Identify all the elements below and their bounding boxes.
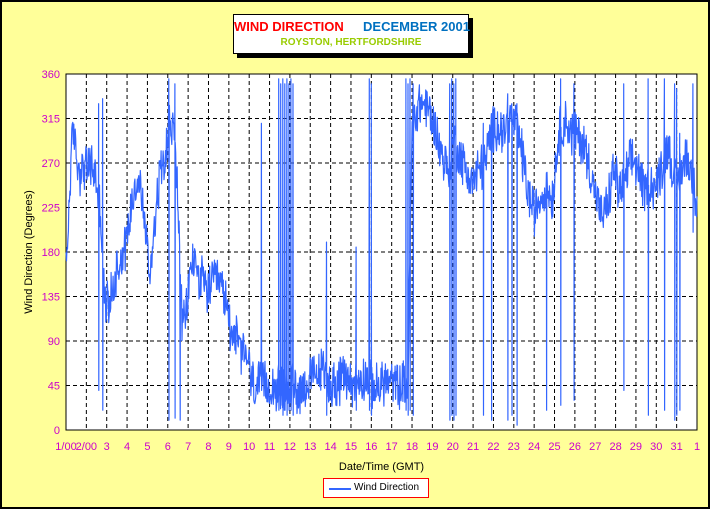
x-tick-label: 18 xyxy=(406,441,418,453)
title-main: WIND DIRECTION xyxy=(234,19,344,34)
x-tick-label: 29 xyxy=(630,441,642,453)
x-tick-label: 24 xyxy=(528,441,540,453)
x-tick-label: 23 xyxy=(508,441,520,453)
x-tick-label: 1 xyxy=(694,441,700,453)
y-tick-label: 315 xyxy=(42,114,60,126)
x-tick-label: 21 xyxy=(467,441,479,453)
x-tick-label: 16 xyxy=(365,441,377,453)
y-axis-label: Wind Direction (Degrees) xyxy=(23,190,35,313)
x-tick-label: 22 xyxy=(487,441,499,453)
x-tick-label: 8 xyxy=(205,441,211,453)
x-tick-label: 13 xyxy=(304,441,316,453)
y-tick-label: 180 xyxy=(42,247,60,259)
x-tick-label: 28 xyxy=(609,441,621,453)
x-tick-label: 1/00 xyxy=(55,441,76,453)
legend-label: Wind Direction xyxy=(354,482,420,493)
x-tick-label: 7 xyxy=(185,441,191,453)
series-wind-direction xyxy=(65,78,698,426)
x-tick-label: 17 xyxy=(386,441,398,453)
x-tick-label: 4 xyxy=(124,441,130,453)
x-tick-label: 9 xyxy=(226,441,232,453)
x-tick-label: 25 xyxy=(548,441,560,453)
title-date: DECEMBER 2001 xyxy=(363,19,470,34)
chart-title-box: WIND DIRECTION DECEMBER 2001 ROYSTON, HE… xyxy=(233,14,470,54)
x-tick-label: 30 xyxy=(650,441,662,453)
y-tick-label: 225 xyxy=(42,203,60,215)
title-location: ROYSTON, HERTFORDSHIRE xyxy=(280,37,422,48)
x-axis-label: Date/Time (GMT) xyxy=(339,461,424,473)
x-tick-label: 14 xyxy=(324,441,336,453)
x-tick-label: 5 xyxy=(144,441,150,453)
legend-line-swatch xyxy=(329,488,351,490)
y-tick-label: 0 xyxy=(54,425,60,437)
x-tick-label: 31 xyxy=(671,441,683,453)
chart-title: WIND DIRECTION DECEMBER 2001 xyxy=(234,19,470,34)
x-tick-label: 27 xyxy=(589,441,601,453)
x-tick-label: 3 xyxy=(104,441,110,453)
y-tick-label: 270 xyxy=(42,158,60,170)
x-tick-label: 15 xyxy=(345,441,357,453)
y-tick-label: 135 xyxy=(42,292,60,304)
y-tick-label: 360 xyxy=(42,69,60,81)
x-tick-label: 11 xyxy=(264,441,275,453)
x-tick-label: 6 xyxy=(165,441,171,453)
x-tick-label: 2/00 xyxy=(76,441,97,453)
x-tick-label: 12 xyxy=(284,441,296,453)
x-tick-label: 26 xyxy=(569,441,581,453)
y-tick-label: 45 xyxy=(48,381,60,393)
x-tick-label: 19 xyxy=(426,441,438,453)
x-tick-label: 20 xyxy=(447,441,459,453)
x-tick-label: 10 xyxy=(243,441,255,453)
y-tick-label: 90 xyxy=(48,336,60,348)
legend: Wind Direction xyxy=(323,478,429,498)
